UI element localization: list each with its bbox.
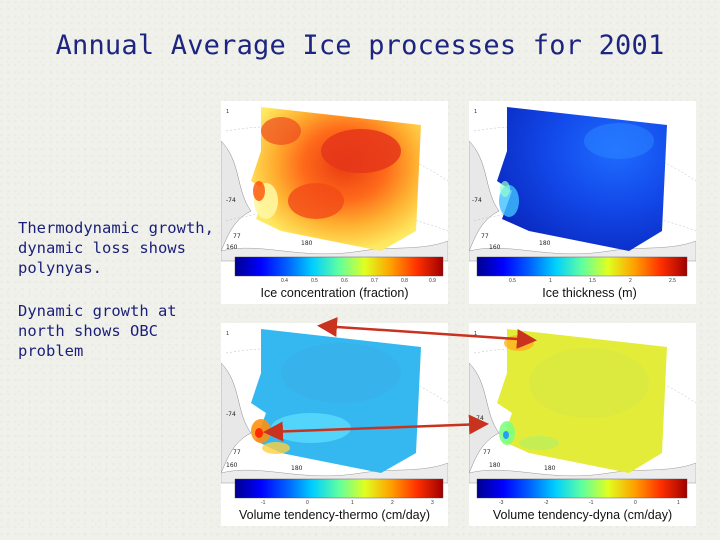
svg-text:180: 180 xyxy=(291,465,303,472)
svg-text:1: 1 xyxy=(474,109,477,115)
lat-label: -74 xyxy=(226,197,236,204)
svg-text:180: 180 xyxy=(489,462,501,469)
svg-text:180: 180 xyxy=(301,240,313,247)
svg-text:1: 1 xyxy=(226,331,229,337)
svg-text:160: 160 xyxy=(226,244,238,251)
colorbar xyxy=(476,478,688,499)
colorbar-label: Ice concentration (fraction) xyxy=(260,286,409,300)
svg-text:180: 180 xyxy=(544,465,556,472)
colorbar-label: Volume tendency-dyna (cm/day) xyxy=(492,508,673,522)
colorbar-ticks: -1 0 1 2 3 xyxy=(261,500,434,506)
map-panel-ice-concentration: 1 -74 77 160 180 0.4 0.5 0.6 0.7 0.8 0.9… xyxy=(221,101,448,304)
colorbar-label: Ice thickness (m) xyxy=(542,286,637,300)
colorbar xyxy=(234,256,444,277)
svg-text:-74: -74 xyxy=(226,411,236,418)
colorbar-ticks: -3 -2 -1 0 1 xyxy=(499,500,680,506)
note-dynamic-obc: Dynamic growth at north shows OBC proble… xyxy=(18,302,177,360)
slide-title: Annual Average Ice processes for 2001 xyxy=(55,30,665,61)
colorbar-ticks: 0.4 0.5 0.6 0.7 0.8 0.9 xyxy=(281,278,436,284)
colorbar xyxy=(234,478,444,499)
map-panel-volume-tendency-thermo: 1 -74 77 160 180 -1 0 1 2 3 Volume tende… xyxy=(221,323,448,526)
svg-text:1: 1 xyxy=(226,109,229,115)
svg-text:160: 160 xyxy=(226,462,238,469)
colorbar xyxy=(476,256,688,277)
svg-text:77: 77 xyxy=(233,449,241,456)
svg-text:-74: -74 xyxy=(472,197,482,204)
svg-text:180: 180 xyxy=(539,240,551,247)
svg-text:77: 77 xyxy=(481,233,489,240)
note-thermodynamic: Thermodynamic growth, dynamic loss shows… xyxy=(18,219,214,277)
svg-text:77: 77 xyxy=(233,233,241,240)
svg-text:-74: -74 xyxy=(474,415,484,422)
svg-text:1: 1 xyxy=(474,331,477,337)
map-panel-volume-tendency-dyna: 1 -74 77 180 180 -3 -2 -1 0 1 Volume ten… xyxy=(469,323,696,526)
colorbar-label: Volume tendency-thermo (cm/day) xyxy=(238,508,431,522)
svg-text:160: 160 xyxy=(489,244,501,251)
colorbar-ticks: 0.5 1 1.5 2 2.5 xyxy=(509,278,676,284)
map-panel-ice-thickness: 1 -74 77 160 180 0.5 1 1.5 2 2.5 Ice thi… xyxy=(469,101,696,304)
svg-text:77: 77 xyxy=(483,449,491,456)
